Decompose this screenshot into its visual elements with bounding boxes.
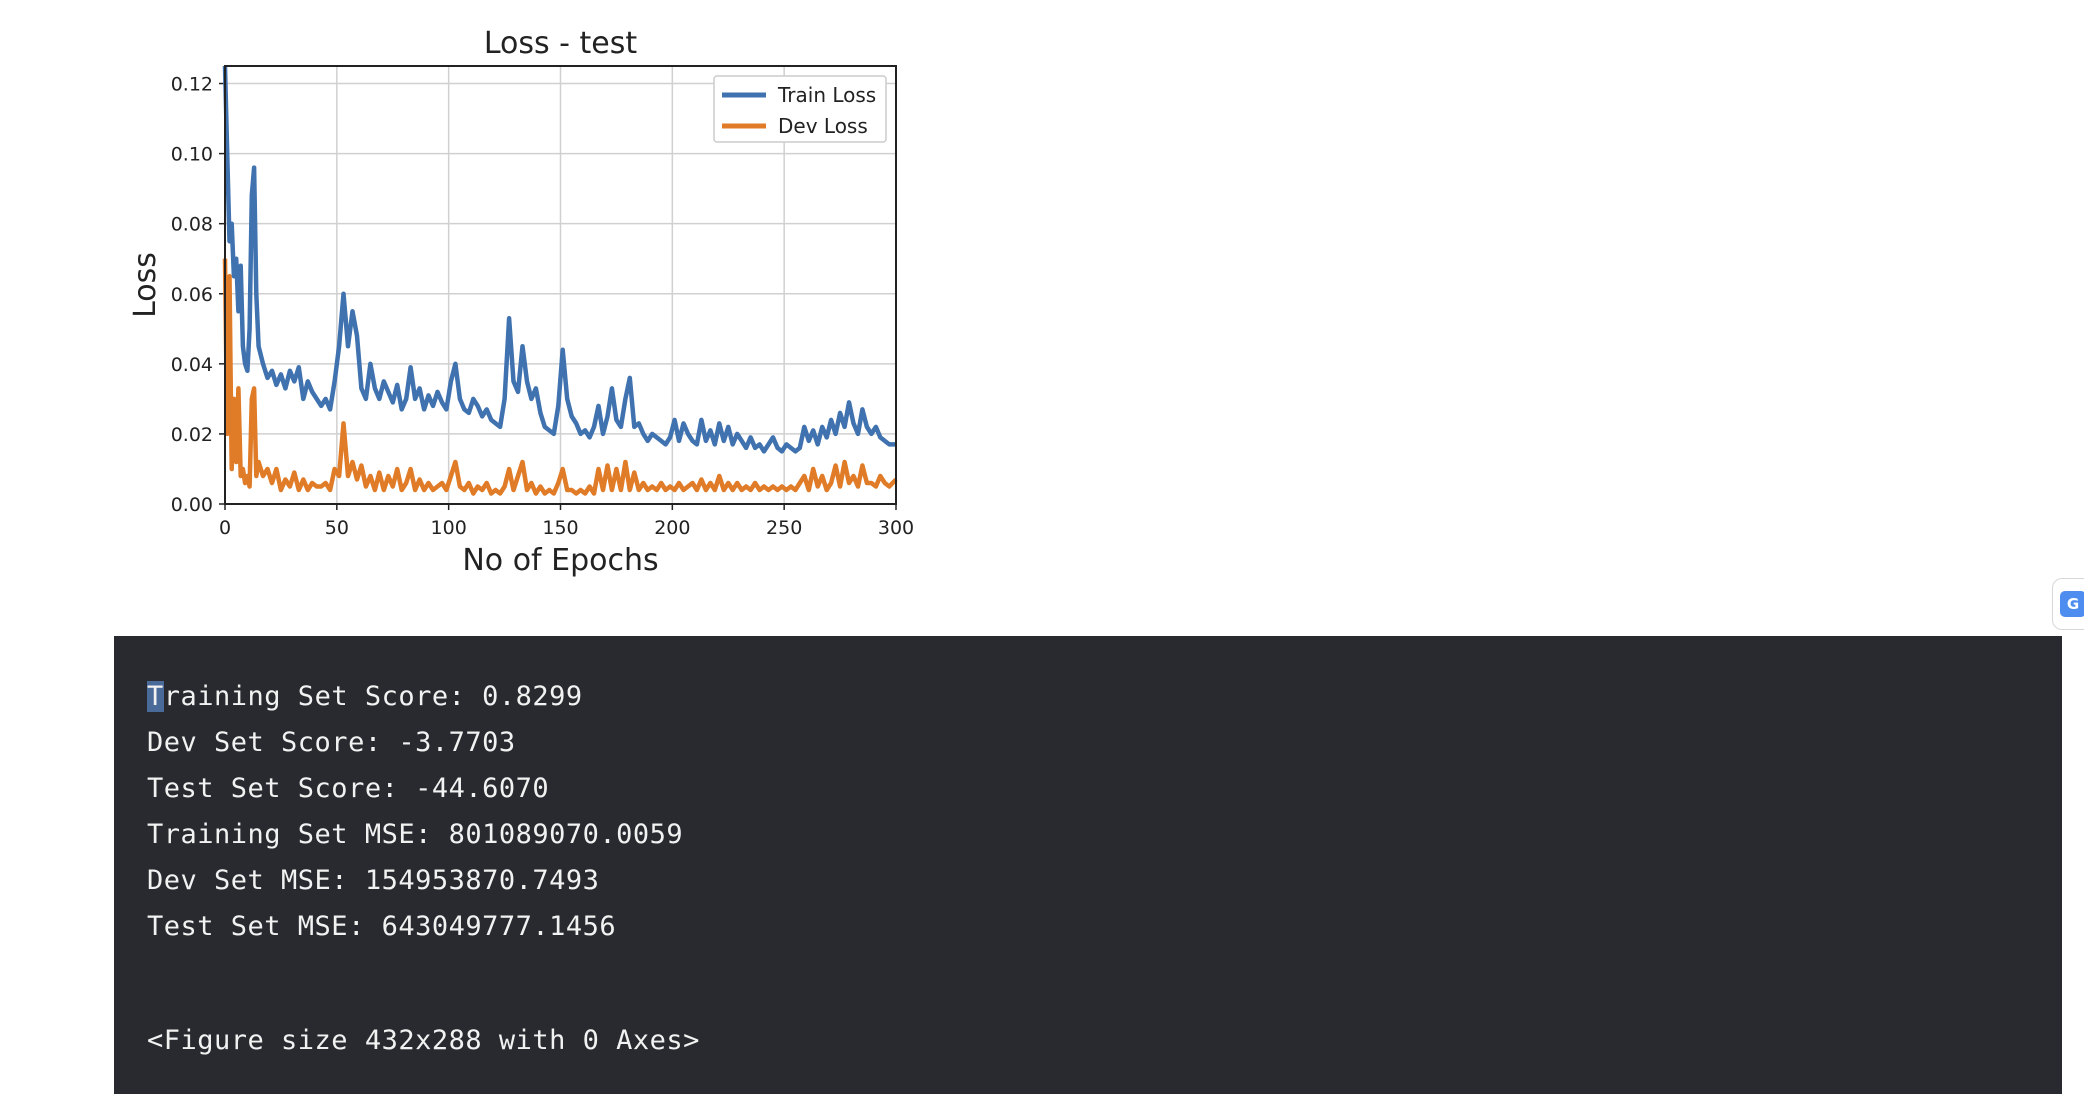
- output-line-training-score: Training Set Score: 0.8299: [147, 674, 2062, 720]
- output-line-test-score: Test Set Score: -44.6070: [147, 773, 550, 804]
- y-tick-label: 0.06: [171, 284, 213, 306]
- x-tick-label: 100: [431, 517, 467, 539]
- text-cursor-selection: T: [147, 681, 164, 712]
- x-tick-label: 200: [654, 517, 690, 539]
- y-tick-label: 0.00: [171, 494, 213, 516]
- plot-frame: [224, 65, 897, 505]
- output-figure-repr: <Figure size 432x288 with 0 Axes>: [147, 1025, 700, 1056]
- output-line-dev-score: Dev Set Score: -3.7703: [147, 727, 516, 758]
- y-tick-label: 0.10: [171, 144, 213, 166]
- output-spacer: [147, 950, 2062, 1018]
- cell-output-panel: Training Set Score: 0.8299 Dev Set Score…: [114, 636, 2062, 1094]
- output-line-dev-mse: Dev Set MSE: 154953870.7493: [147, 865, 600, 896]
- y-tick-label: 0.08: [171, 214, 213, 236]
- x-tick-label: 0: [219, 517, 231, 539]
- output-line-training-mse: Training Set MSE: 801089070.0059: [147, 819, 684, 850]
- loss-chart: 0 50 100 150 200 250 300 0.00 0.02 0.04 0.06 0.08 0.…: [128, 26, 914, 578]
- output-line-test-mse: Test Set MSE: 643049777.1456: [147, 911, 617, 942]
- x-tick-label: 150: [542, 517, 578, 539]
- x-tick-label: 250: [766, 517, 802, 539]
- output-line-training-score-text: raining Set Score: 0.8299: [163, 681, 583, 712]
- x-tick-label: 300: [878, 517, 914, 539]
- x-tick-label: 50: [325, 517, 349, 539]
- translate-side-widget[interactable]: G: [2052, 578, 2084, 630]
- y-axis-label: Loss: [128, 252, 163, 318]
- chart-title: Loss - test: [484, 26, 638, 61]
- y-tick-label: 0.04: [171, 354, 213, 376]
- x-axis-label: No of Epochs: [462, 543, 658, 578]
- series-line-dev-loss: [222, 258, 898, 496]
- legend-label: Train Loss: [777, 83, 876, 107]
- series-line-train-loss: [222, 65, 896, 454]
- y-tick-label: 0.02: [171, 424, 213, 446]
- legend-label: Dev Loss: [778, 114, 868, 138]
- google-translate-icon[interactable]: G: [2060, 591, 2084, 617]
- y-tick-label: 0.12: [171, 74, 213, 96]
